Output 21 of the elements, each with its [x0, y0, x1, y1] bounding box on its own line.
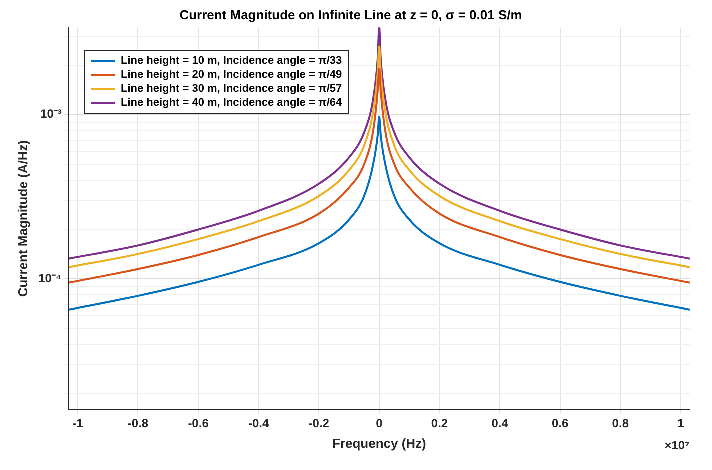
x-tick-label: -1	[72, 416, 84, 431]
x-tick-label: 0.2	[431, 416, 448, 431]
legend-label: Line height = 10 m, Incidence angle = π/33	[121, 55, 342, 67]
x-tick-label: -0.6	[188, 416, 210, 431]
legend-label: Line height = 30 m, Incidence angle = π/57	[121, 83, 342, 95]
x-tick-label: 0.4	[492, 416, 509, 431]
x-tick-label: 1	[678, 416, 685, 431]
x-tick-label: -0.2	[308, 416, 330, 431]
x-tick-label: 0.8	[612, 416, 630, 431]
legend-label: Line height = 40 m, Incidence angle = π/64	[121, 97, 342, 109]
x-axis-title: Frequency (Hz)	[332, 436, 426, 451]
x-tick-label: 0.6	[552, 416, 570, 431]
legend-label: Line height = 20 m, Incidence angle = π/49	[121, 69, 342, 81]
x-tick-label: 0	[376, 416, 384, 431]
y-tick-label: 10⁻³	[40, 107, 62, 122]
y-axis-title: Current Magnitude (A/Hz)	[15, 140, 30, 298]
y-tick-label: 10⁻⁴	[38, 272, 62, 286]
x-tick-label: -0.4	[248, 416, 270, 431]
text: ×10⁷	[664, 438, 690, 452]
x-tick-label: -0.8	[128, 416, 149, 431]
chart-title: Current Magnitude on Infinite Line at z = 0, σ = 0.01 S/m	[180, 7, 522, 22]
